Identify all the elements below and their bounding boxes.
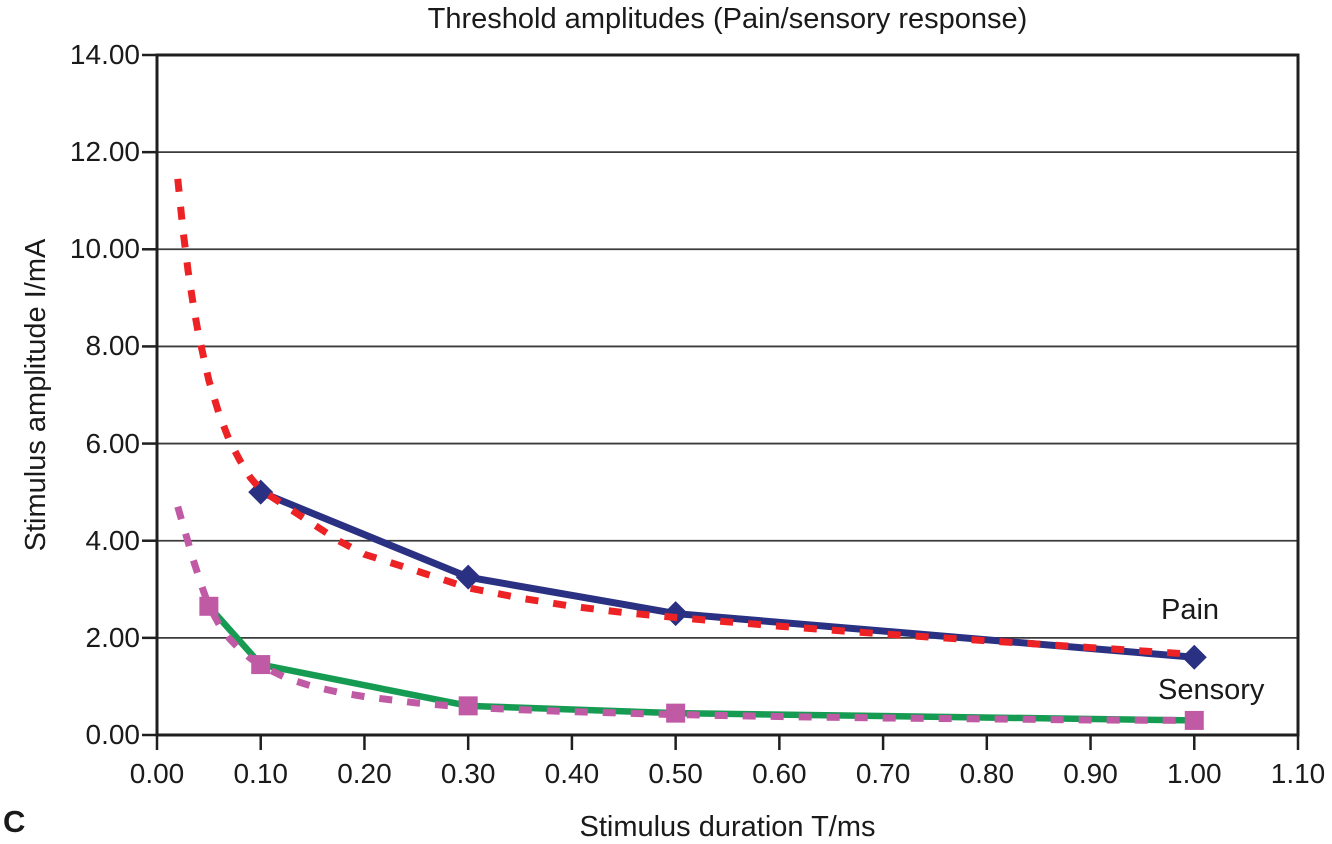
y-tick-label: 8.00 bbox=[85, 330, 141, 362]
x-tick-label: 0.90 bbox=[1063, 758, 1118, 789]
sensory-measured-marker bbox=[199, 596, 219, 616]
y-tick-label: 6.00 bbox=[85, 427, 141, 459]
x-axis-title: Stimulus duration T/ms bbox=[579, 811, 876, 843]
x-tick-label: 0.00 bbox=[129, 758, 185, 789]
pain-measured-line bbox=[259, 488, 1195, 661]
y-tick-label: 4.00 bbox=[85, 524, 141, 556]
x-tick-label: 0.40 bbox=[544, 758, 600, 789]
pain-fitted-dashed-line bbox=[174, 178, 1195, 658]
sensory-series-label: Sensory bbox=[1158, 674, 1265, 706]
y-tick-label: 14.00 bbox=[69, 39, 140, 70]
plot-border bbox=[155, 53, 1300, 737]
y-tick-label: 2.00 bbox=[85, 621, 141, 653]
sensory-measured-line bbox=[206, 604, 1195, 724]
pain-measured-marker bbox=[1181, 644, 1207, 670]
y-tick-label: 10.00 bbox=[69, 233, 140, 265]
y-tick-label: 12.00 bbox=[69, 136, 140, 168]
x-tick-label: 0.50 bbox=[648, 758, 703, 789]
x-tick-label: 0.80 bbox=[959, 758, 1015, 789]
x-tick-label: 0.70 bbox=[855, 758, 911, 789]
x-tick-label: 0.20 bbox=[337, 758, 392, 789]
panel-letter: C bbox=[3, 804, 26, 839]
x-tick-label: 0.30 bbox=[440, 758, 496, 789]
x-tick-label: 1.00 bbox=[1167, 758, 1222, 789]
pain-measured-marker bbox=[455, 564, 481, 590]
pain-series-label: Pain bbox=[1161, 594, 1220, 626]
chart-title: Threshold amplitudes (Pain/sensory respo… bbox=[427, 3, 1028, 35]
x-tick-label: 0.10 bbox=[233, 758, 288, 789]
y-tick-label: 0.00 bbox=[85, 719, 141, 750]
sensory-fitted-dashed-line bbox=[174, 505, 1195, 724]
x-tick-label: 0.60 bbox=[752, 758, 807, 789]
x-tick-label: 1.10 bbox=[1270, 758, 1326, 789]
